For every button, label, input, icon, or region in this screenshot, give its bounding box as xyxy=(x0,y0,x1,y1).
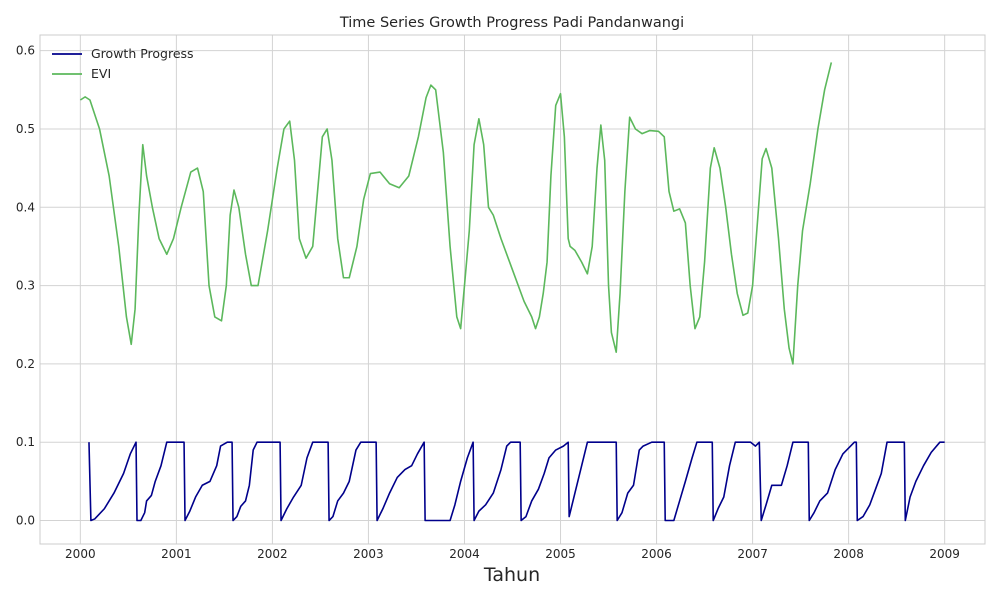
x-tick-label: 2007 xyxy=(737,547,768,561)
legend: Growth Progress EVI xyxy=(52,46,194,81)
y-tick-label: 0.2 xyxy=(16,357,35,371)
series-line-evi xyxy=(79,62,833,365)
x-tick-label: 2008 xyxy=(833,547,864,561)
y-tick-label: 0.4 xyxy=(16,200,35,214)
y-tick-label: 0.3 xyxy=(16,279,35,293)
series-line-growth-progress xyxy=(88,441,945,522)
y-tick-label: 0.0 xyxy=(16,514,35,528)
y-tick-label: 0.6 xyxy=(16,44,35,58)
x-tick-label: 2005 xyxy=(545,547,576,561)
legend-label-evi: EVI xyxy=(91,66,111,81)
x-tick-label: 2006 xyxy=(641,547,672,561)
legend-label-growth-progress: Growth Progress xyxy=(91,46,194,61)
x-tick-label: 2003 xyxy=(353,547,384,561)
x-tick-label: 2002 xyxy=(257,547,288,561)
x-tick-label: 2004 xyxy=(449,547,480,561)
x-tick-label: 2001 xyxy=(161,547,192,561)
y-tick-label: 0.5 xyxy=(16,122,35,136)
plot-frame xyxy=(39,34,986,545)
x-axis-label: Tahun xyxy=(483,564,540,586)
y-tick-label: 0.1 xyxy=(16,435,35,449)
x-tick-label: 2000 xyxy=(65,547,96,561)
series-layer xyxy=(79,62,945,522)
grid xyxy=(40,35,985,544)
chart-title: Time Series Growth Progress Padi Pandanw… xyxy=(339,15,684,31)
tick-labels: 2000 2001 2002 2003 2004 2005 2006 2007 2008 2009… xyxy=(16,44,960,561)
x-tick-label: 2009 xyxy=(929,547,960,561)
